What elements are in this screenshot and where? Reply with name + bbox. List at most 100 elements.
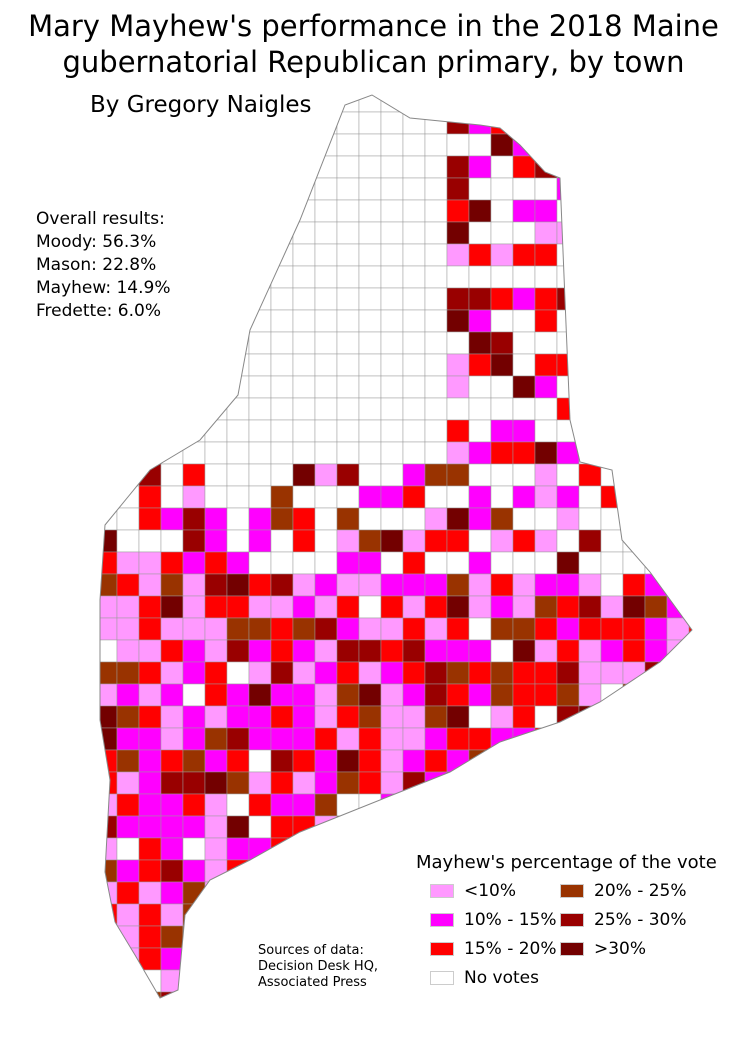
- town: [490, 331, 514, 355]
- town: [292, 133, 316, 157]
- town: [314, 551, 338, 575]
- town: [468, 419, 492, 443]
- town: [534, 771, 558, 795]
- town: [424, 133, 448, 157]
- town: [578, 133, 602, 157]
- town: [100, 441, 118, 465]
- town: [512, 639, 536, 663]
- town: [226, 573, 250, 597]
- town: [490, 111, 514, 135]
- town: [336, 177, 360, 201]
- town: [534, 243, 558, 267]
- town: [380, 353, 404, 377]
- town: [666, 507, 690, 531]
- town: [424, 221, 448, 245]
- town: [644, 485, 668, 509]
- town: [600, 221, 624, 245]
- town: [100, 991, 118, 998]
- town: [358, 859, 382, 883]
- sources-line: Sources of data:: [258, 943, 364, 958]
- town: [512, 815, 536, 839]
- town: [622, 441, 646, 465]
- town: [204, 133, 228, 157]
- town: [644, 309, 668, 333]
- town: [226, 661, 250, 685]
- town: [402, 353, 426, 377]
- town: [446, 529, 470, 553]
- town: [446, 95, 470, 113]
- town: [292, 221, 316, 245]
- town: [314, 463, 338, 487]
- town: [160, 771, 184, 795]
- town: [358, 903, 382, 927]
- town: [666, 705, 690, 729]
- town: [402, 199, 426, 223]
- legend-item: >30%: [560, 937, 700, 961]
- town: [578, 155, 602, 179]
- town: [490, 133, 514, 157]
- town: [160, 485, 184, 509]
- town: [622, 95, 646, 113]
- town: [100, 595, 118, 619]
- town: [116, 353, 140, 377]
- town: [204, 925, 228, 949]
- town: [116, 331, 140, 355]
- town: [380, 529, 404, 553]
- town: [358, 881, 382, 905]
- town: [380, 969, 404, 993]
- town: [644, 617, 668, 641]
- town: [446, 749, 470, 773]
- town: [446, 309, 470, 333]
- town: [182, 595, 206, 619]
- town: [446, 199, 470, 223]
- town: [182, 661, 206, 685]
- town: [402, 727, 426, 751]
- town: [534, 177, 558, 201]
- town: [468, 749, 492, 773]
- town: [446, 991, 470, 998]
- town: [490, 199, 514, 223]
- town: [138, 177, 162, 201]
- town: [358, 133, 382, 157]
- town: [578, 595, 602, 619]
- town: [182, 133, 206, 157]
- town: [314, 661, 338, 685]
- town: [490, 441, 514, 465]
- author: By Gregory Naigles: [90, 92, 312, 118]
- town: [556, 221, 580, 245]
- town: [666, 287, 690, 311]
- town: [556, 463, 580, 487]
- town: [292, 441, 316, 465]
- town: [226, 617, 250, 641]
- town: [314, 111, 338, 135]
- legend-swatch: [560, 942, 584, 956]
- town: [380, 507, 404, 531]
- town: [116, 133, 140, 157]
- town: [138, 353, 162, 377]
- town: [424, 265, 448, 289]
- town: [666, 551, 690, 575]
- town: [292, 793, 316, 817]
- town: [226, 309, 250, 333]
- town: [270, 903, 294, 927]
- town: [556, 551, 580, 575]
- town: [534, 265, 558, 289]
- town: [138, 793, 162, 817]
- town: [336, 441, 360, 465]
- town: [688, 595, 692, 619]
- town: [688, 419, 692, 443]
- town: [336, 837, 360, 861]
- legend-label: <10%: [464, 881, 517, 901]
- town: [160, 573, 184, 597]
- town: [160, 397, 184, 421]
- town: [512, 771, 536, 795]
- town: [424, 353, 448, 377]
- town: [688, 331, 692, 355]
- town: [248, 881, 272, 905]
- town: [556, 331, 580, 355]
- town: [622, 573, 646, 597]
- town: [336, 243, 360, 267]
- town: [248, 529, 272, 553]
- town: [446, 397, 470, 421]
- town: [314, 573, 338, 597]
